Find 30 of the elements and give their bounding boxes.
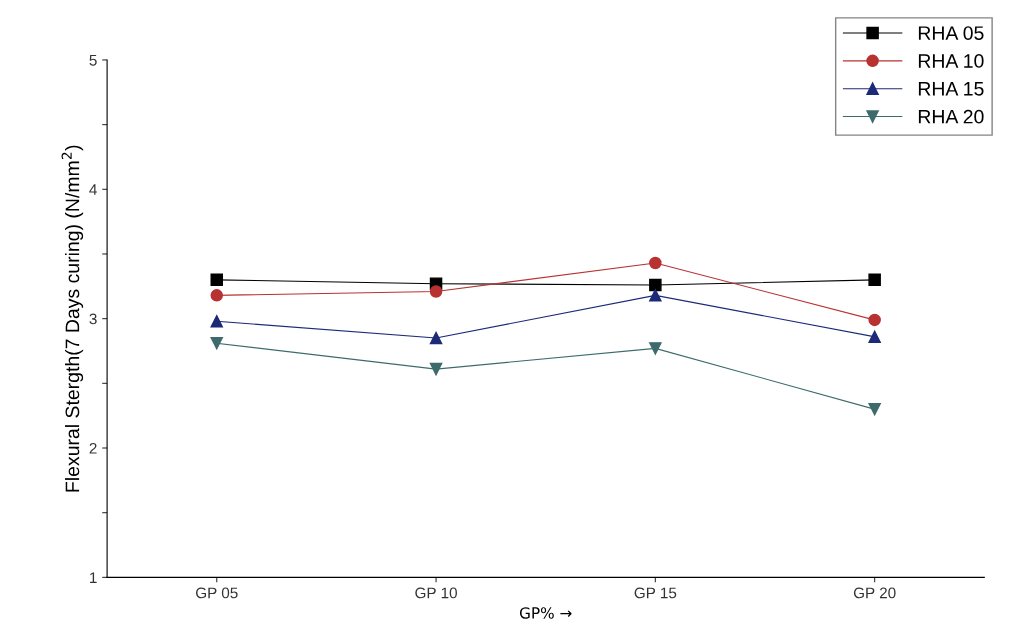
point <box>210 289 224 302</box>
point <box>868 313 881 327</box>
point <box>649 256 662 270</box>
point <box>649 278 662 292</box>
point <box>429 285 443 298</box>
point <box>868 402 881 416</box>
y-tick-label: 5 <box>89 54 97 66</box>
y-tick-label: 4 <box>89 184 97 195</box>
legend-label: RHA 05 <box>918 26 984 40</box>
point <box>210 314 224 328</box>
x-tick-label: GP 15 <box>634 587 677 599</box>
point <box>649 289 662 302</box>
x-tick-label: GP 05 <box>196 587 238 599</box>
y-axis-title: Flexural Stergth(7 Days curing) (N/mm$^{2}$) <box>61 145 84 492</box>
y-tick-label: 3 <box>89 313 97 325</box>
legend-label: RHA 10 <box>918 54 984 68</box>
x-axis-title: GP% → <box>519 607 572 619</box>
point <box>429 362 443 376</box>
x-tick-label: GP 20 <box>853 587 896 599</box>
point <box>868 330 881 344</box>
y-tick-label: 2 <box>89 442 97 454</box>
point <box>210 273 224 287</box>
x-tick-label: GP 10 <box>415 587 457 599</box>
point <box>868 273 881 287</box>
legend-label: RHA 15 <box>918 82 984 96</box>
y-tick-label: 1 <box>90 572 97 583</box>
point <box>210 336 224 350</box>
point <box>649 342 662 355</box>
point <box>429 331 443 345</box>
legend-label: RHA 20 <box>918 109 984 124</box>
